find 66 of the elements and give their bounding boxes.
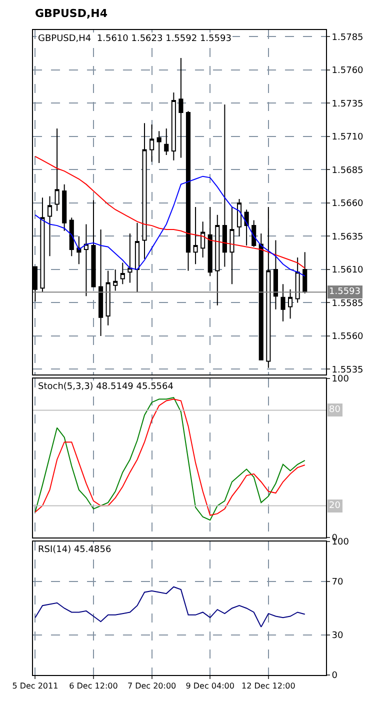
candlestick — [200, 221, 206, 258]
candlestick — [91, 200, 96, 288]
y-tick-label: 1.5585 — [332, 298, 364, 309]
candlestick — [222, 104, 227, 268]
candlestick — [40, 197, 45, 293]
candlestick — [113, 268, 118, 292]
y-tick-label: 70 — [332, 578, 344, 588]
candlestick — [54, 128, 60, 212]
x-tick-label: 6 Dec 12:00 — [69, 682, 118, 691]
candlestick — [186, 110, 191, 272]
y-tick-label: 1.5610 — [332, 266, 364, 276]
line-series — [34, 176, 306, 277]
y-tick-label: 0 — [332, 671, 338, 682]
candlestick — [171, 92, 176, 161]
candlestick — [236, 198, 242, 237]
line-series — [34, 156, 306, 269]
candlestick — [120, 262, 125, 285]
y-tick-label: 1.5785 — [332, 32, 364, 43]
candlestick — [106, 270, 110, 326]
y-tick-label: 1.5635 — [332, 232, 364, 242]
annotation: Stoch(5,3,3) 48.5149 45.5564 — [38, 382, 174, 392]
x-tick-label: 12 Dec 12:00 — [242, 682, 296, 691]
line-series — [34, 586, 306, 628]
chart-title: GBPUSD,H4 — [35, 7, 108, 20]
candlestick — [230, 206, 234, 285]
candlestick — [84, 224, 88, 297]
candlestick — [62, 184, 67, 232]
annotation: GBPUSD,H4 1.5610 1.5623 1.5592 1.5593 — [38, 34, 232, 44]
candlestick — [69, 217, 74, 257]
candlestick — [252, 220, 256, 248]
candlestick — [258, 233, 264, 360]
ref-line-label: 20 — [329, 501, 341, 511]
candlestick — [273, 240, 278, 310]
x-tick-label: 7 Dec 20:00 — [127, 682, 176, 691]
candlestick — [215, 214, 220, 306]
candlestick — [134, 222, 140, 293]
y-tick-label: 1.5760 — [332, 66, 364, 76]
candlestick — [164, 128, 169, 156]
candlestick — [208, 206, 212, 277]
candlestick — [295, 256, 300, 304]
y-tick-label: 1.5735 — [332, 99, 364, 110]
y-tick-label: 1.5560 — [332, 332, 364, 342]
candlestick — [76, 236, 82, 265]
candlestick — [98, 229, 104, 336]
candlestick — [280, 284, 286, 322]
candlestick — [178, 57, 184, 158]
candlestick — [193, 206, 198, 265]
y-tick-label: 30 — [332, 631, 344, 642]
y-tick-label: 1.5660 — [332, 199, 364, 210]
candlestick — [150, 124, 154, 162]
candlestick — [156, 130, 162, 164]
ref-line-label: 1.5593 — [329, 287, 360, 297]
candlestick — [142, 122, 147, 260]
candlestick — [244, 209, 249, 246]
candlestick — [302, 252, 308, 293]
candlestick — [128, 233, 132, 284]
x-tick-label: 9 Dec 04:00 — [186, 682, 234, 691]
annotation: RSI(14) 45.4856 — [38, 545, 112, 555]
candlestick — [47, 196, 52, 257]
y-tick-label: 100 — [332, 374, 350, 385]
candlestick — [288, 288, 293, 320]
y-tick-label: 1.5710 — [332, 132, 364, 143]
y-tick-label: 1.5685 — [332, 166, 364, 176]
x-tick-label: 5 Dec 2011 — [12, 682, 58, 691]
y-tick-label: 1.5535 — [332, 365, 364, 376]
ref-line-label: 80 — [329, 405, 341, 415]
